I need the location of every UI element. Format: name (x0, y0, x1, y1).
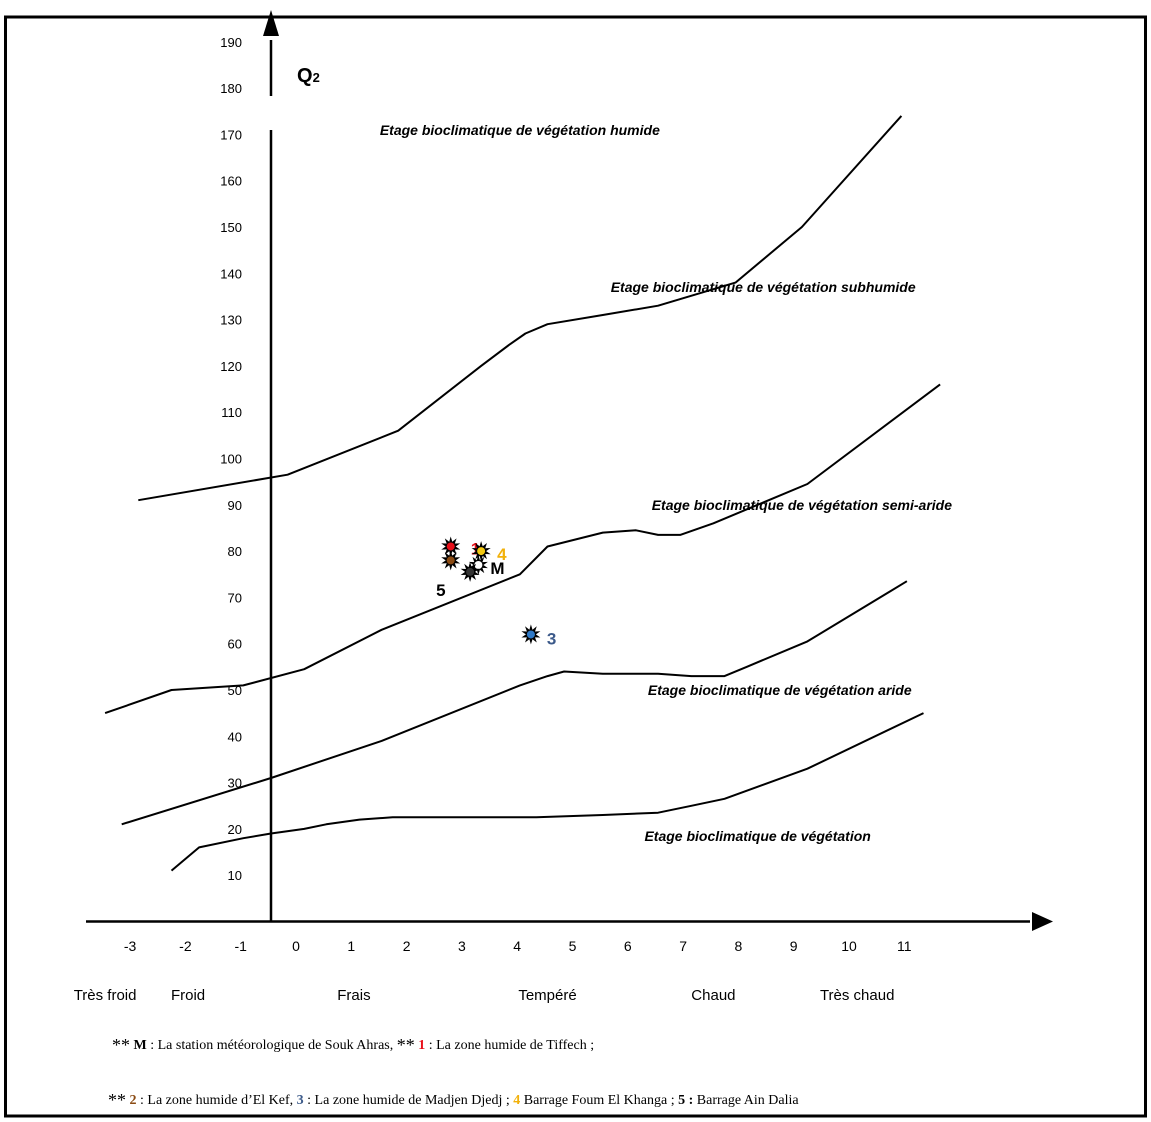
y-axis-title-sub: 2 (313, 70, 320, 85)
station-dot (474, 560, 483, 569)
boundary-curve (170, 712, 924, 872)
chart-border (4, 15, 1147, 1118)
temperature-class-label: Très froid (74, 987, 137, 1004)
y-tick-label: 140 (220, 266, 242, 281)
x-tick-label: -2 (179, 938, 192, 954)
x-tick-label: 6 (624, 938, 632, 954)
station-marker-5: 5 (436, 561, 480, 600)
x-tick-label: 8 (735, 938, 743, 954)
legend-key: 4 (513, 1093, 521, 1108)
legend-key: 1 (418, 1038, 426, 1053)
y-tick-label: 170 (220, 127, 242, 142)
station-marker-2 (441, 550, 461, 571)
zone-label: Etage bioclimatique de végétation aride (648, 682, 912, 698)
y-tick-label: 80 (228, 544, 242, 559)
y-tick-label: 180 (220, 81, 242, 96)
stations: 14M53 (436, 536, 556, 648)
station-dot (446, 542, 455, 551)
station-label: 3 (547, 629, 556, 648)
legend-stars: ** (112, 1035, 130, 1055)
zone-label: Etage bioclimatique de végétation (644, 828, 870, 844)
x-tick-label: 7 (679, 938, 687, 954)
temperature-class-label: Chaud (691, 987, 735, 1004)
legend-text: Barrage Ain Dalia (693, 1093, 799, 1108)
legend-key: 3 (296, 1093, 304, 1108)
y-tick-label: 130 (220, 313, 242, 328)
temperature-class-label: Frais (337, 987, 370, 1004)
legend-line-2: ** 2 : La zone humide d’El Kef, 3 : La z… (0, 1090, 1151, 1111)
zone-labels: Etage bioclimatique de végétation humide… (380, 122, 952, 844)
y-axis-title: Q2 (297, 65, 320, 87)
temperature-class-label: Très chaud (820, 987, 894, 1004)
station-marker-4: 4 (471, 541, 507, 564)
x-tick-labels: -3 -2 -1 0 1 2 3 4 5 6 7 8 9 10 11 (124, 938, 912, 954)
y-tick-label: 120 (220, 359, 242, 374)
boundary-curve (104, 383, 941, 715)
y-tick-label: 70 (228, 590, 242, 605)
y-tick-label: 190 (220, 35, 242, 50)
y-tick-label: 60 (228, 637, 242, 652)
y-tick-label: 160 (220, 174, 242, 189)
x-tick-label: 9 (790, 938, 798, 954)
temperature-class-labels: Très froid Froid Frais Tempéré Chaud Très cha… (74, 987, 895, 1004)
y-tick-label: 40 (228, 729, 242, 744)
x-tick-label: -1 (234, 938, 247, 954)
y-tick-label: 10 (228, 868, 242, 883)
y-tick-label: 30 (228, 776, 242, 791)
legend-text: Barrage Foum El Khanga ; (520, 1093, 679, 1108)
zone-label: Etage bioclimatique de végétation subhum… (611, 279, 916, 295)
station-label: 5 (436, 581, 445, 600)
station-dot (526, 630, 535, 639)
legend-key: M (133, 1038, 147, 1053)
y-tick-label: 90 (228, 498, 242, 513)
x-tick-label: 3 (458, 938, 466, 954)
legend-text: : La zone humide de Madjen Djedj ; (303, 1093, 514, 1108)
legend-text: : La zone humide de Tiffech ; (425, 1038, 595, 1053)
temperature-class-label: Tempéré (518, 987, 576, 1004)
station-dot (446, 556, 455, 565)
x-tick-label: 11 (897, 938, 912, 954)
legend-text: : La station météorologique de Souk Ahra… (146, 1038, 397, 1053)
x-tick-label: 4 (513, 938, 521, 954)
x-tick-label: 5 (569, 938, 577, 954)
y-axis-arrow (263, 10, 279, 36)
legend-text: : La zone humide d’El Kef, (136, 1093, 297, 1108)
legend-key: 2 (129, 1093, 137, 1108)
y-axis-title-base: Q (297, 65, 313, 87)
station-label: M (490, 559, 504, 578)
station-dot (477, 547, 486, 556)
boundary-curves (104, 115, 941, 872)
x-tick-label: 2 (403, 938, 411, 954)
legend-stars: ** (108, 1090, 126, 1110)
x-tick-label: 10 (841, 938, 857, 954)
y-tick-label: 150 (220, 220, 242, 235)
station-marker-3: 3 (521, 624, 556, 648)
y-tick-label: 20 (228, 822, 242, 837)
y-tick-labels: 1020304050607080901001101201301401501601… (220, 35, 242, 883)
station-label: 4 (497, 545, 507, 564)
y-tick-label: 110 (221, 405, 242, 420)
station-dot (466, 567, 475, 576)
x-tick-label: -3 (124, 938, 137, 954)
axes (86, 10, 1053, 931)
legend-stars: ** (396, 1035, 415, 1055)
y-tick-label: 100 (220, 452, 242, 467)
zone-label: Etage bioclimatique de végétation humide (380, 122, 660, 138)
boundary-curve (121, 580, 908, 826)
x-axis-arrow (1032, 912, 1053, 931)
zone-label: Etage bioclimatique de végétation semi-a… (652, 497, 953, 513)
x-tick-label: 0 (292, 938, 300, 954)
x-tick-label: 1 (347, 938, 355, 954)
boundary-curve (138, 115, 903, 502)
legend-key: 5 : (678, 1093, 694, 1108)
temperature-class-label: Froid (171, 987, 205, 1004)
legend-line-1: ** M : La station météorologique de Souk… (0, 1035, 1151, 1056)
